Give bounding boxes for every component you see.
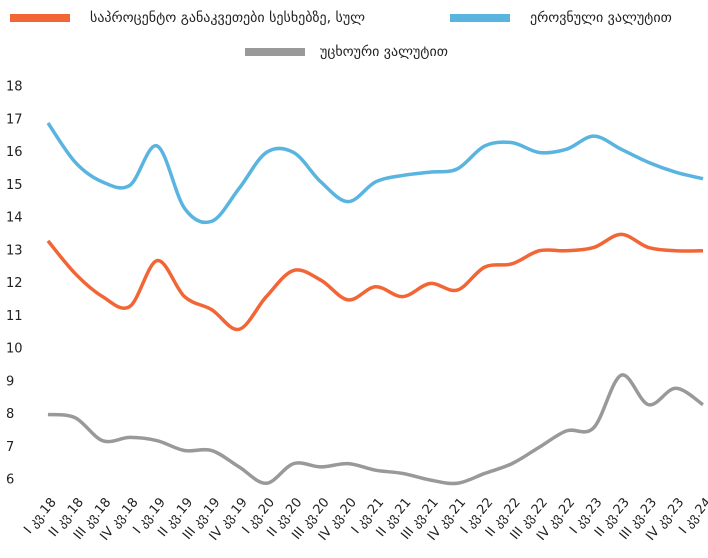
- y-tick-label: 12: [6, 276, 23, 291]
- y-tick-label: 13: [6, 243, 23, 258]
- legend-label: საპროცენტო განაკვეთები სესხებზე, სულ: [90, 9, 365, 26]
- series-line: [46, 232, 704, 332]
- legend-label: ეროვნული ვალუტით: [530, 9, 672, 26]
- y-tick-label: 11: [6, 309, 23, 324]
- y-tick-label: 16: [6, 145, 23, 160]
- y-tick-label: 10: [6, 342, 23, 357]
- legend-swatch: [245, 48, 305, 56]
- legend-label: უცხოური ვალუტით: [320, 43, 448, 60]
- y-tick-label: 18: [6, 80, 23, 95]
- y-tick-label: 14: [6, 211, 23, 226]
- series-line: [47, 373, 704, 486]
- legend-swatch: [450, 14, 510, 22]
- y-tick-label: 15: [6, 178, 23, 193]
- legend-swatch: [10, 14, 70, 22]
- y-tick-label: 7: [6, 440, 14, 455]
- series-line: [46, 122, 704, 225]
- y-tick-label: 9: [6, 374, 14, 389]
- y-tick-label: 17: [6, 112, 23, 127]
- y-tick-label: 6: [6, 473, 14, 488]
- y-tick-label: 8: [6, 407, 14, 422]
